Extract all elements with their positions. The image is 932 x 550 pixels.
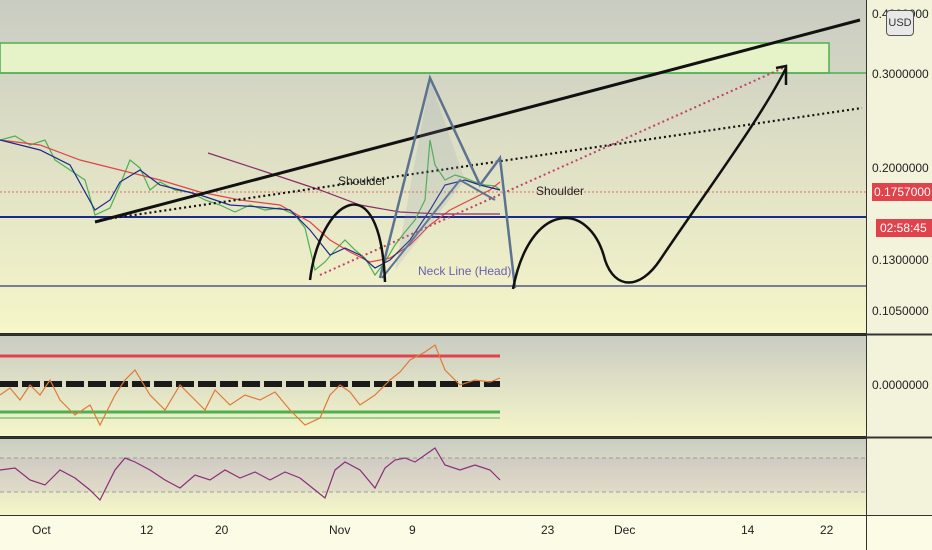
pattern-inner xyxy=(381,178,496,279)
resistance-zone xyxy=(0,42,830,74)
trendline-solid xyxy=(94,18,861,224)
current-price-tag-bg xyxy=(872,183,932,201)
countdown-tag: 02:58:45 xyxy=(880,221,927,235)
arrow-head xyxy=(775,64,788,85)
time-tick-dec: Dec xyxy=(614,523,635,537)
time-tick-22: 22 xyxy=(820,523,834,537)
time-axis-bg xyxy=(0,515,932,550)
time-tick-oct: Oct xyxy=(32,523,51,537)
ma-purple-line xyxy=(207,152,500,215)
rsi-band xyxy=(0,458,866,492)
neck-line-label: Neck Line (Head) xyxy=(418,264,511,278)
countdown-tag-bg xyxy=(876,219,932,237)
time-tick-20: 20 xyxy=(215,523,229,537)
time-tick-14: 14 xyxy=(741,523,755,537)
price-tick-02: 0.2000000 xyxy=(872,161,929,175)
current-price-tag: 0.1757000 xyxy=(874,185,931,199)
shoulder-left-label: Shoulder xyxy=(338,174,386,188)
time-tick-9: 9 xyxy=(409,523,416,537)
pattern-fill xyxy=(395,80,465,270)
time-tick-23: 23 xyxy=(541,523,555,537)
time-tick-12: 12 xyxy=(140,523,154,537)
ma-blue-line xyxy=(0,139,501,269)
right-shoulder-curve xyxy=(511,67,788,290)
trendline-dotted xyxy=(99,106,863,222)
currency-button[interactable]: USD xyxy=(886,10,914,36)
shoulder-right-label: Shoulder xyxy=(536,184,584,198)
rsi-panel-bg xyxy=(0,439,866,515)
axis-bg xyxy=(866,0,932,515)
rsi-line xyxy=(0,447,501,502)
price-tick-013: 0.1300000 xyxy=(872,253,929,267)
left-shoulder-curve xyxy=(308,203,387,283)
pattern-line xyxy=(378,74,517,289)
price-tick-0105: 0.1050000 xyxy=(872,304,929,318)
osc-line xyxy=(0,344,501,427)
price-tick-03: 0.3000000 xyxy=(872,67,929,81)
ma-red-line xyxy=(0,139,501,263)
osc-zero-label: 0.0000000 xyxy=(872,378,929,392)
time-tick-nov: Nov xyxy=(329,523,350,537)
